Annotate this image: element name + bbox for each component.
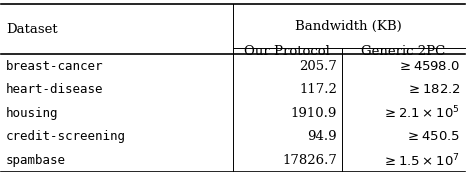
Text: heart-disease: heart-disease: [6, 83, 103, 96]
Text: housing: housing: [6, 107, 59, 120]
Text: Bandwidth (KB): Bandwidth (KB): [295, 20, 402, 33]
Text: credit-screening: credit-screening: [6, 130, 126, 143]
Text: 17826.7: 17826.7: [282, 154, 337, 167]
Text: 1910.9: 1910.9: [291, 107, 337, 120]
Text: $\geq 2.1 \times 10^{5}$: $\geq 2.1 \times 10^{5}$: [383, 105, 460, 122]
Text: Generic 2PC: Generic 2PC: [361, 45, 445, 58]
Text: $\geq 4598.0$: $\geq 4598.0$: [397, 60, 460, 73]
Text: spambase: spambase: [6, 154, 66, 167]
Text: 117.2: 117.2: [299, 83, 337, 96]
Text: $\geq 1.5 \times 10^{7}$: $\geq 1.5 \times 10^{7}$: [382, 152, 460, 169]
Text: Dataset: Dataset: [6, 23, 58, 36]
Text: 94.9: 94.9: [308, 130, 337, 143]
Text: $\geq 450.5$: $\geq 450.5$: [405, 130, 460, 143]
Text: $\geq 182.2$: $\geq 182.2$: [406, 83, 460, 96]
Text: Our Protocol: Our Protocol: [245, 45, 330, 58]
Text: breast-cancer: breast-cancer: [6, 60, 103, 73]
Text: 205.7: 205.7: [299, 60, 337, 73]
